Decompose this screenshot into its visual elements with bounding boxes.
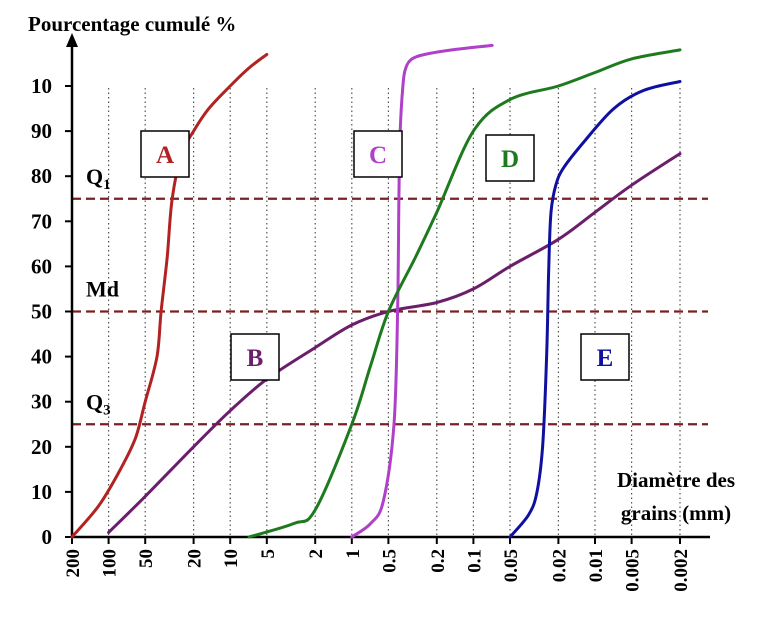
series-line-a <box>70 52 269 539</box>
series-lines <box>70 43 682 539</box>
series-line-d <box>247 48 682 539</box>
x-tick-label: 10 <box>221 549 242 568</box>
x-tick-label: 100 <box>100 549 121 578</box>
series-label-box-c <box>353 130 403 178</box>
series-label-a: A <box>156 142 174 169</box>
x-tick-label: 20 <box>185 549 206 568</box>
reference-label-md: Md <box>86 277 119 302</box>
y-axis-arrow <box>66 33 78 47</box>
y-tick-label: 30 <box>31 390 52 414</box>
series-labels: A B C D E <box>140 130 630 381</box>
x-tick-label: 2 <box>306 549 327 559</box>
y-tick-label: 90 <box>31 119 52 143</box>
series-label-e: E <box>597 345 614 372</box>
x-tick-label: 200 <box>63 549 84 578</box>
y-tick-label: 70 <box>31 209 52 233</box>
y-tick-label: 20 <box>31 435 52 459</box>
y-tick-label: 10 <box>31 480 52 504</box>
series-label-box-b <box>230 333 280 381</box>
y-tick-label: 80 <box>31 164 52 188</box>
x-tick-labels: 200 100 50 20 10 5 2 1 0.5 0.2 0.1 0.05 0.02 0.01 0.00… <box>63 537 692 592</box>
y-tick-label: 10 <box>31 74 52 98</box>
reference-label-q1: Q1 <box>86 164 111 193</box>
x-tick-label: 0.5 <box>379 549 400 573</box>
y-tick-label: 60 <box>31 254 52 278</box>
y-tick-label: 40 <box>31 345 52 369</box>
series-label-c: C <box>369 142 387 169</box>
x-tick-label: 0.1 <box>464 549 485 573</box>
series-label-box-d <box>485 134 535 182</box>
reference-lines: Q1 Md Q3 <box>72 164 708 426</box>
x-axis-label-line-1: Diamètre des <box>617 468 735 492</box>
x-tick-label: 0.2 <box>428 549 449 573</box>
reference-label-subscript: 1 <box>103 177 111 193</box>
x-tick-label: 0.002 <box>671 549 692 592</box>
x-axis-label-line-2: grains (mm) <box>621 501 731 525</box>
x-tick-label: 0.01 <box>586 549 607 582</box>
y-tick-labels: 0 10 20 30 40 50 60 70 80 90 10 <box>31 74 72 549</box>
chart-title: Pourcentage cumulé % <box>28 12 236 36</box>
x-tick-label: 0.02 <box>549 549 570 582</box>
reference-label-subscript: 3 <box>103 402 111 418</box>
grid-lines <box>108 88 681 537</box>
axes <box>66 33 710 539</box>
x-tick-label: 5 <box>258 549 279 559</box>
x-tick-label: 50 <box>136 549 157 568</box>
series-label-b: B <box>247 345 264 372</box>
y-tick-label: 50 <box>31 300 52 324</box>
y-tick-label: 0 <box>42 525 53 549</box>
x-tick-label: 0.05 <box>501 549 522 582</box>
reference-label-q3: Q3 <box>86 389 111 418</box>
series-line-e <box>508 80 682 539</box>
x-tick-label: 1 <box>343 549 364 559</box>
series-label-box-e <box>580 333 630 381</box>
series-label-box-a <box>140 130 190 178</box>
x-tick-label: 0.005 <box>623 549 644 592</box>
series-label-d: D <box>501 146 519 173</box>
